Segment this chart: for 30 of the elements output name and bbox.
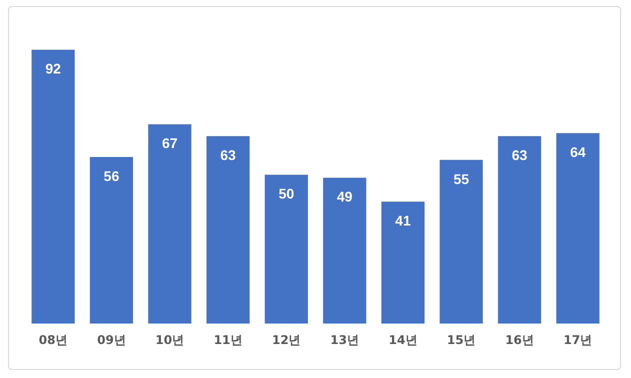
data-label: 67: [162, 135, 178, 152]
x-tick-label: 11년: [214, 332, 242, 347]
x-tick-label: 14년: [388, 332, 418, 347]
bar: [323, 178, 366, 324]
bar: [381, 202, 425, 324]
bar: [264, 174, 308, 324]
bar: [148, 124, 192, 324]
bar: [90, 156, 134, 324]
data-label: 55: [453, 170, 470, 187]
x-tick-label: 15년: [446, 332, 476, 347]
data-label: 64: [570, 144, 586, 160]
x-tick-label: 13년: [330, 332, 359, 347]
x-tick-label: 08년: [38, 332, 68, 347]
data-label: 92: [45, 60, 62, 77]
bar: [556, 133, 600, 324]
x-tick-label: 17년: [564, 332, 592, 347]
data-label: 63: [220, 146, 236, 163]
bar: [32, 50, 75, 324]
x-tick-label: 09년: [97, 332, 126, 347]
data-label: 63: [512, 146, 528, 163]
data-label: 41: [395, 212, 411, 228]
bar: [440, 160, 483, 324]
x-tick-label: 10년: [155, 332, 184, 347]
x-tick-label: 16년: [505, 332, 534, 347]
data-label: 56: [104, 168, 120, 184]
data-label: 50: [278, 186, 294, 202]
data-label: 49: [336, 188, 353, 205]
bar: [206, 136, 250, 324]
x-tick-label: 12년: [272, 332, 301, 347]
bar: [498, 136, 542, 324]
